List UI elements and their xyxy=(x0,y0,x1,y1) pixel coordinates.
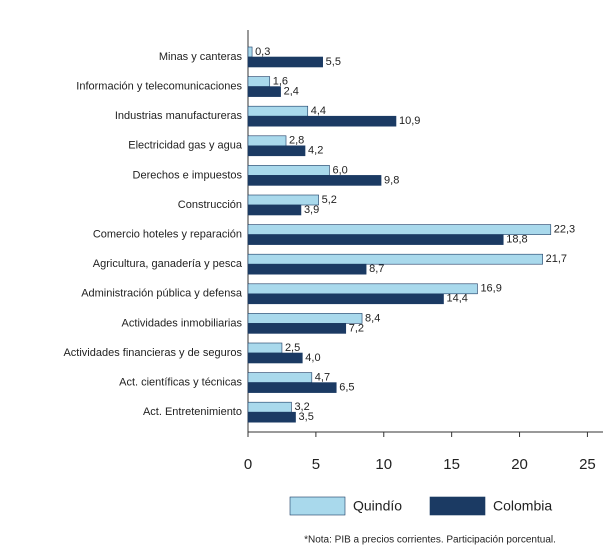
bar xyxy=(247,56,323,68)
value-label: 3,2 xyxy=(294,401,309,413)
value-label: 21,7 xyxy=(546,253,567,265)
value-label: 8,4 xyxy=(365,312,380,324)
bar xyxy=(247,135,287,147)
value-label: 3,9 xyxy=(304,204,319,216)
value-label: 22,3 xyxy=(554,224,575,236)
value-label: 14,4 xyxy=(447,293,468,305)
x-tick-label: 15 xyxy=(443,456,460,473)
bar xyxy=(247,165,330,176)
bar xyxy=(247,234,504,245)
category-label: Minas y canteras xyxy=(159,51,243,63)
category-label: Agricultura, ganadería y pesca xyxy=(93,258,243,270)
category-label: Electricidad gas y agua xyxy=(128,140,243,152)
category-label: Derechos e impuestos xyxy=(133,169,243,181)
legend-swatch xyxy=(289,496,346,516)
value-label: 4,4 xyxy=(311,105,326,117)
value-label: 10,9 xyxy=(399,115,420,127)
bar xyxy=(247,323,347,334)
legend-label: Quindío xyxy=(353,498,402,514)
value-label: 16,9 xyxy=(480,283,501,295)
bar xyxy=(247,352,303,364)
bar xyxy=(247,283,478,295)
bar xyxy=(247,401,292,413)
x-tick-label: 10 xyxy=(375,456,392,473)
value-label: 7,2 xyxy=(349,322,364,334)
category-label: Act. científicas y técnicas xyxy=(119,377,242,389)
bar xyxy=(247,372,313,383)
value-label: 9,8 xyxy=(384,174,399,186)
value-label: 2,4 xyxy=(284,86,299,98)
legend-swatch xyxy=(429,496,486,516)
value-label: 5,2 xyxy=(322,194,337,206)
value-label: 0,3 xyxy=(255,46,270,58)
bar xyxy=(247,46,253,58)
bar xyxy=(247,115,397,127)
bar xyxy=(247,76,271,87)
bar xyxy=(247,293,444,305)
category-label: Administración pública y defensa xyxy=(81,288,243,300)
x-tick-label: 20 xyxy=(511,456,528,473)
category-label: Act. Entretenimiento xyxy=(143,406,242,418)
value-label: 3,5 xyxy=(299,411,314,423)
category-label: Actividades financieras y de seguros xyxy=(63,347,242,359)
value-label: 6,0 xyxy=(332,164,347,176)
note: *Nota: PIB a precios corrientes. Partici… xyxy=(304,535,556,546)
category-label: Actividades inmobiliarias xyxy=(122,317,243,329)
bar xyxy=(247,411,296,423)
category-label: Información y telecomunicaciones xyxy=(76,81,242,93)
bar xyxy=(247,145,306,157)
bar xyxy=(247,342,283,354)
category-label: Comercio hoteles y reparación xyxy=(93,229,242,241)
value-label: 4,0 xyxy=(305,352,320,364)
value-label: 6,5 xyxy=(339,382,354,394)
value-label: 2,5 xyxy=(285,342,300,354)
value-label: 4,7 xyxy=(315,372,330,384)
bar xyxy=(247,382,337,393)
x-tick-label: 5 xyxy=(312,456,320,473)
bar xyxy=(247,263,367,275)
category-label: Industrias manufactureras xyxy=(115,110,243,122)
bar xyxy=(247,175,382,186)
category-label: Construcción xyxy=(178,199,242,211)
bar xyxy=(247,204,302,216)
x-tick-label: 25 xyxy=(579,456,596,473)
legend-label: Colombia xyxy=(493,498,552,514)
bar xyxy=(247,86,281,97)
value-label: 1,6 xyxy=(273,76,288,88)
value-label: 5,5 xyxy=(326,56,341,68)
bar xyxy=(247,313,363,324)
value-label: 18,8 xyxy=(506,234,527,246)
value-label: 2,8 xyxy=(289,135,304,147)
value-label: 4,2 xyxy=(308,145,323,157)
bar xyxy=(247,105,309,117)
bar xyxy=(247,253,543,265)
value-label: 8,7 xyxy=(369,263,384,275)
x-tick-label: 0 xyxy=(244,456,252,473)
